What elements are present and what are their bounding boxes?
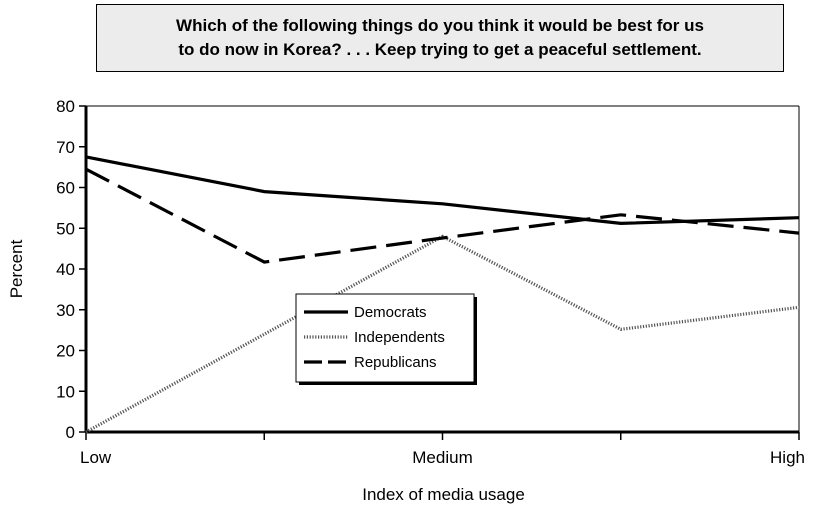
y-tick-label: 40 <box>56 260 75 279</box>
legend-label-democrats: Democrats <box>354 304 427 321</box>
y-tick-label: 60 <box>56 179 75 198</box>
y-tick-label: 80 <box>56 97 75 116</box>
legend: Democrats Independents Republicans <box>295 293 477 385</box>
x-axis-label: Index of media usage <box>362 485 525 504</box>
series-line-republicans <box>85 167 800 264</box>
y-axis-ticks: 0 10 20 30 40 50 60 70 80 <box>56 97 86 442</box>
y-axis-label: Percent <box>7 239 26 298</box>
series-line-democrats <box>85 155 800 226</box>
y-tick-label: 20 <box>56 342 75 361</box>
legend-box <box>295 293 475 383</box>
series-lines <box>85 155 800 434</box>
x-axis-ticks: Low Medium High <box>80 432 805 467</box>
y-tick-label: 70 <box>56 138 75 157</box>
y-tick-label: 50 <box>56 219 75 238</box>
y-tick-label: 10 <box>56 382 75 401</box>
legend-label-independents: Independents <box>354 329 445 346</box>
x-tick-label: Low <box>80 448 112 467</box>
y-tick-label: 0 <box>66 423 75 442</box>
y-tick-label: 30 <box>56 301 75 320</box>
x-tick-label: Medium <box>412 448 472 467</box>
legend-label-republicans: Republicans <box>354 354 437 371</box>
chart-title-line-1: Which of the following things do you thi… <box>176 16 704 35</box>
x-tick-label: High <box>770 448 805 467</box>
chart-title: Which of the following things do you thi… <box>96 4 784 72</box>
chart-title-line-2: to do now in Korea? . . . Keep trying to… <box>178 40 702 59</box>
